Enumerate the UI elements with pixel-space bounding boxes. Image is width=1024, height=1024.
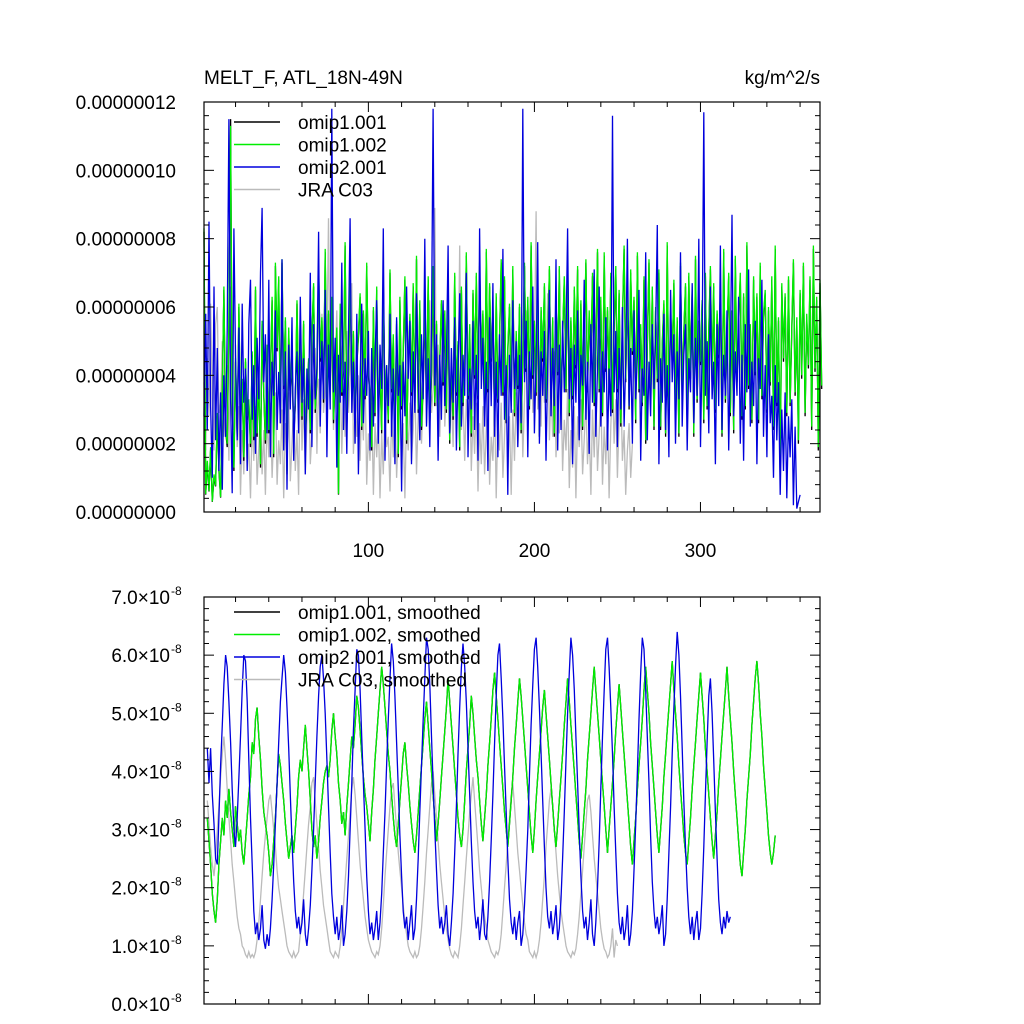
series-line-omip1_002 [206,660,776,923]
y-tick-mantissa: 4.0 [111,762,137,783]
y-tick-times: × [138,821,149,842]
y-tick-exponent: -8 [171,700,182,714]
y-tick-mantissa: 5.0 [111,704,137,725]
series-line-omip2_001 [206,631,731,949]
top-panel: MELT_F, ATL_18N-49N kg/m^2/s 0.000000000… [76,68,823,562]
legend-label: JRA C03 [298,181,373,202]
x-tick-label: 200 [519,541,551,562]
y-tick-label: 0.00000008 [76,230,176,251]
series-line-jra_c03 [206,736,619,960]
y-tick-label: 0.0×10 [111,995,170,1016]
top-panel-title: MELT_F, ATL_18N-49N [204,68,403,89]
y-tick-label: 0.00000004 [76,366,177,387]
top-series-group [203,108,823,509]
y-tick-base: 10 [149,646,170,667]
y-tick-times: × [138,879,149,900]
y-tick-times: × [138,646,149,667]
y-tick-base: 10 [149,762,170,783]
top-plot-frame [203,101,821,513]
bottom-plot-frame [203,596,821,1005]
y-tick-label: 1.0×10 [111,937,170,958]
y-tick-mantissa: 2.0 [111,879,137,900]
y-tick-mantissa: 6.0 [111,646,137,667]
x-tick-label: 100 [353,541,385,562]
y-tick-times: × [138,995,149,1016]
y-tick-base: 10 [149,879,170,900]
y-tick-label: 5.0×10 [111,704,170,725]
y-tick-times: × [138,704,149,725]
legend-label: omip1.001, smoothed [298,603,481,624]
y-tick-label: 2.0×10 [111,879,170,900]
y-tick-exponent: -8 [171,817,182,831]
legend-label: JRA C03, smoothed [298,671,467,692]
y-tick-base: 10 [149,937,170,958]
y-tick-exponent: -8 [171,933,182,947]
y-tick-times: × [138,588,149,609]
y-tick-exponent: -8 [171,875,182,889]
y-tick-label: 0.00000002 [76,435,176,456]
y-tick-label: 6.0×10 [111,646,170,667]
y-tick-times: × [138,762,149,783]
series-line-omip2_001 [203,108,801,509]
y-tick-label: 7.0×10 [111,588,170,609]
y-tick-base: 10 [149,588,170,609]
y-tick-exponent: -8 [171,991,182,1005]
y-tick-mantissa: 3.0 [111,821,137,842]
y-tick-label: 0.00000010 [76,161,176,182]
y-tick-times: × [138,937,149,958]
bottom-panel: 0.0×10 -81.0×10 -82.0×10 -83.0×10 -84.0×10 -8… [111,584,821,1016]
y-tick-label: 3.0×10 [111,821,170,842]
y-tick-base: 10 [149,821,170,842]
x-tick-label: 300 [685,541,717,562]
y-tick-label: 0.00000000 [76,503,176,524]
legend-label: omip1.001 [298,113,387,134]
y-tick-label: 4.0×10 [111,762,170,783]
bottom-series-group [206,631,776,960]
top-panel-units: kg/m^2/s [745,68,820,89]
legend-label: omip1.002 [298,136,387,157]
y-tick-label: 0.00000012 [76,93,176,114]
y-tick-exponent: -8 [171,584,182,598]
legend-label: omip2.001, smoothed [298,648,481,669]
y-tick-base: 10 [149,704,170,725]
legend-label: omip1.002, smoothed [298,626,481,647]
y-tick-mantissa: 1.0 [111,937,137,958]
top-y-tick-labels: 0.00000000 0.00000002 0.00000004 0.00000006… [76,93,177,524]
legend-label: omip2.001 [298,158,387,179]
y-tick-label: 0.00000006 [76,298,176,319]
y-tick-mantissa: 0.0 [111,995,137,1016]
y-tick-exponent: -8 [171,642,182,656]
top-x-tick-labels: 100 200 300 [353,541,717,562]
y-tick-mantissa: 7.0 [111,588,137,609]
y-tick-base: 10 [149,995,170,1016]
y-tick-exponent: -8 [171,758,182,772]
bottom-y-tick-labels: 0.0×10 -81.0×10 -82.0×10 -83.0×10 -84.0×10 -8… [111,584,182,1016]
